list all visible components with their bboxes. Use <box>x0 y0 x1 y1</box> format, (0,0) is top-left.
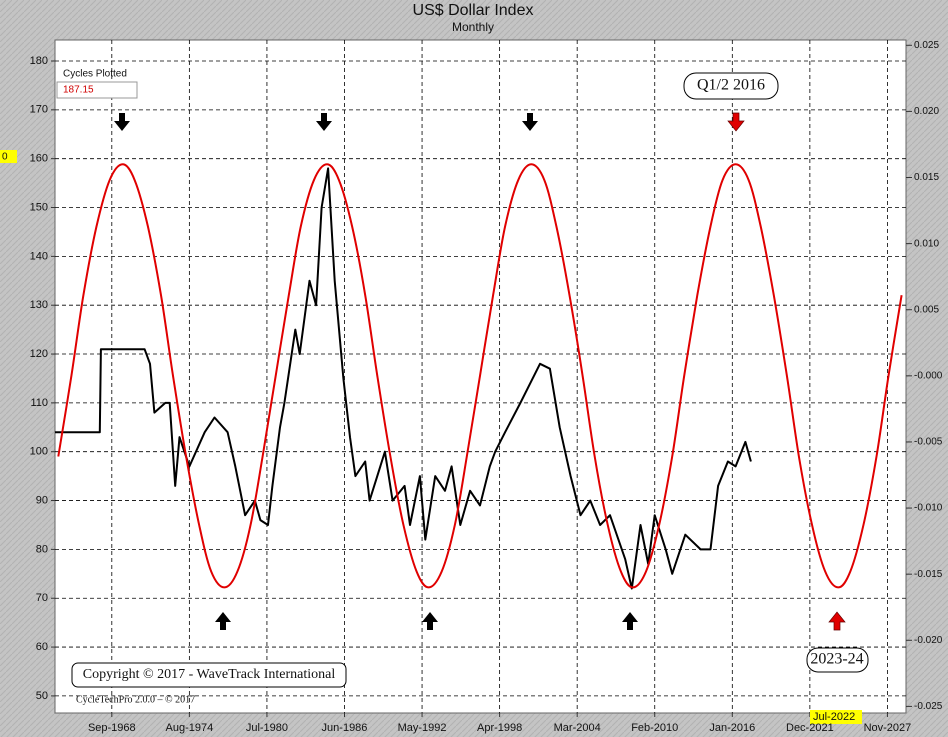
annotation-box <box>806 647 869 673</box>
annotation-box <box>683 72 779 100</box>
x-tick-label: Mar-2004 <box>554 722 601 734</box>
y2-tick-label: 0.025 <box>914 40 939 51</box>
price-line <box>55 167 752 590</box>
x-tick-label: Jun-1986 <box>322 722 368 734</box>
cycles-box <box>56 81 138 99</box>
arrows <box>114 112 846 631</box>
y2-tick-label: -0.015 <box>914 569 943 580</box>
y-tick-label: 80 <box>36 543 48 555</box>
y-tick-label: 150 <box>30 201 48 213</box>
y-tick-label: 180 <box>30 55 48 67</box>
y2-tick-label: -0.025 <box>914 701 943 712</box>
y2-tick-label: -0.020 <box>914 635 943 646</box>
arrow-up <box>215 612 231 630</box>
annotation: 2023-24 <box>810 651 863 668</box>
y2-tick-label: 0.005 <box>914 304 939 315</box>
arrow-up <box>622 612 638 630</box>
x-tick-label: Sep-1968 <box>88 722 136 734</box>
arrow-down <box>522 113 538 131</box>
x-tick-label: Nov-2027 <box>864 722 912 734</box>
y2-tick-label: -0.005 <box>914 437 943 448</box>
x-tick-label: Apr-1998 <box>477 722 522 734</box>
y-tick-label: 160 <box>30 153 48 165</box>
y-tick-label: 90 <box>36 494 48 506</box>
grid <box>51 40 912 717</box>
cursor-y-label: 0 <box>2 152 8 163</box>
copyright-box <box>71 662 347 688</box>
y-tick-label: 120 <box>30 348 48 360</box>
data-layer <box>55 163 903 590</box>
y-tick-label: 100 <box>30 446 48 458</box>
arrow-up-red <box>828 611 846 631</box>
arrow-up <box>422 612 438 630</box>
cycle-line <box>57 163 903 589</box>
x-tick-label: Dec-2021 <box>786 722 834 734</box>
arrow-down <box>114 113 130 131</box>
y-tick-label: 130 <box>30 299 48 311</box>
chart-title: US$ Dollar Index <box>413 2 534 19</box>
cursor-y-box <box>0 150 17 163</box>
cursor-x-label: Jul-2022 <box>813 711 855 723</box>
y-tick-label: 110 <box>30 397 48 409</box>
arrow-down-red <box>727 112 745 132</box>
x-tick-label: Aug-1974 <box>166 722 214 734</box>
y2-tick-label: 0.020 <box>914 106 939 117</box>
cycles-value: 187.15 <box>63 85 94 96</box>
arrow-down <box>316 113 332 131</box>
annotation: Q1/2 2016 <box>697 77 765 94</box>
y-tick-label: 50 <box>36 690 48 702</box>
y-tick-label: 60 <box>36 641 48 653</box>
cycles-label: Cycles Plotted <box>63 69 127 80</box>
y2-tick-label: -0.010 <box>914 503 943 514</box>
y2-tick-label: 0.015 <box>914 172 939 183</box>
cursor-x-box <box>810 710 862 724</box>
y-tick-label: 170 <box>30 104 48 116</box>
copyright: Copyright © 2017 - WaveTrack Internation… <box>83 667 336 682</box>
y2-tick-label: 0.010 <box>914 238 939 249</box>
x-tick-label: Jul-1980 <box>246 722 288 734</box>
x-tick-label: May-1992 <box>398 722 447 734</box>
software-note: CycleTechPro 2.0.0 – © 2017 <box>76 694 195 705</box>
y2-tick-label: -0.000 <box>914 370 943 381</box>
y-tick-label: 140 <box>30 250 48 262</box>
x-tick-label: Feb-2010 <box>631 722 678 734</box>
x-tick-label: Jan-2016 <box>709 722 755 734</box>
chart-subtitle: Monthly <box>452 20 494 34</box>
y-tick-label: 70 <box>36 592 48 604</box>
